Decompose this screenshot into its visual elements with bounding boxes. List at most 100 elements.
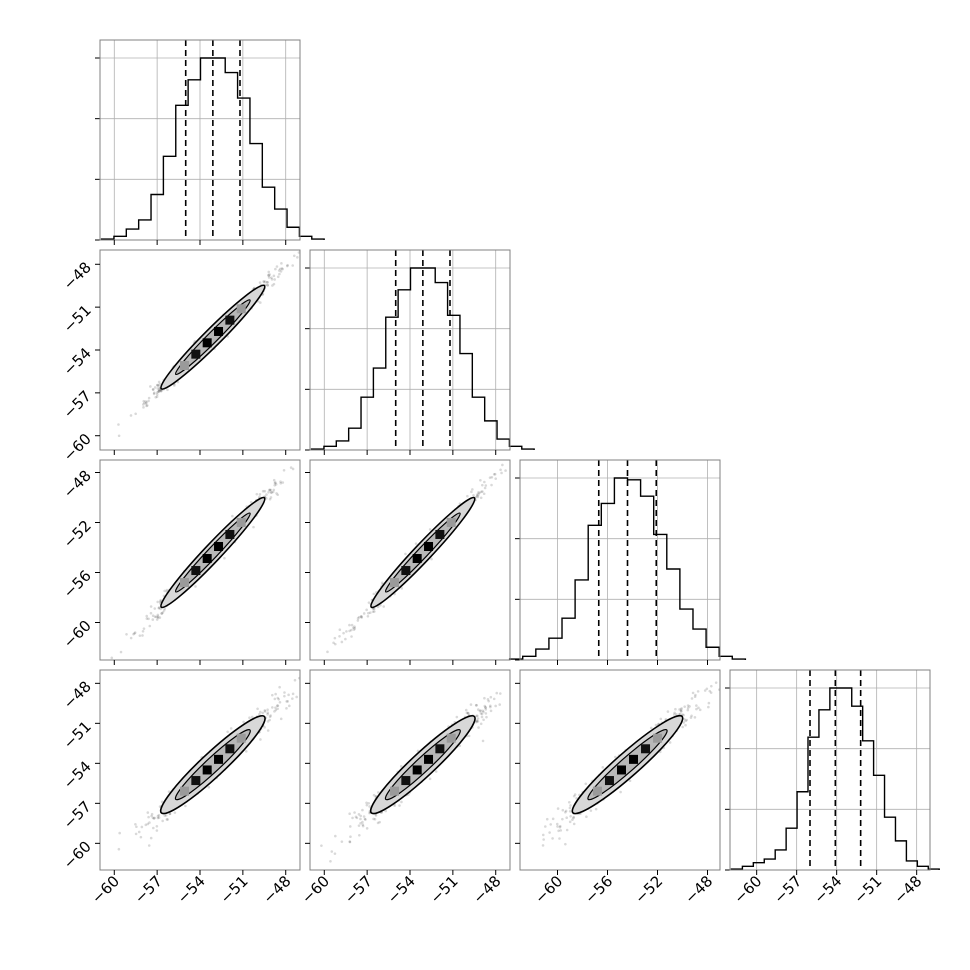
scatter-point <box>157 813 161 817</box>
scatter-point <box>400 587 404 590</box>
density-cell <box>202 765 212 775</box>
density-cell <box>214 326 224 336</box>
histogram-step <box>310 267 535 450</box>
scatter-point <box>372 817 375 821</box>
histogram-step <box>730 687 940 870</box>
y-tick-label: −52 <box>60 517 95 552</box>
x-tick-label: −54 <box>810 872 845 907</box>
x-tick-label: −54 <box>384 872 419 907</box>
x-tick-label: −60 <box>88 872 123 907</box>
scatter-point <box>365 827 369 830</box>
scatter-point <box>276 275 280 279</box>
scatter-area <box>117 676 300 851</box>
scatter-point <box>158 616 162 619</box>
scatter-point <box>258 710 262 714</box>
scatter-point <box>147 815 150 819</box>
scatter-point <box>156 615 160 618</box>
scatter-point <box>272 274 276 278</box>
scatter-point <box>480 715 484 719</box>
scatter-point <box>490 475 494 479</box>
scatter-point <box>689 716 693 719</box>
scatter-point <box>117 423 120 426</box>
scatter-point <box>301 464 304 467</box>
scatter-point <box>280 267 284 270</box>
scatter-point <box>269 714 272 717</box>
scatter-point <box>275 492 278 495</box>
scatter-point <box>117 847 121 851</box>
scatter-point <box>384 809 388 813</box>
scatter-point <box>156 387 160 390</box>
scatter-panel: −60 −56 −52 −48 <box>60 459 304 665</box>
scatter-point <box>628 779 632 783</box>
scatter-point <box>163 589 166 593</box>
scatter-point <box>270 276 273 279</box>
scatter-point <box>267 270 271 274</box>
scatter-point <box>338 634 341 638</box>
scatter-point <box>307 251 310 254</box>
scatter-point <box>371 610 375 613</box>
scatter-point <box>297 251 300 254</box>
scatter-point <box>156 383 160 387</box>
scatter-point <box>267 490 270 494</box>
scatter-point <box>291 264 295 267</box>
scatter-point <box>683 717 686 721</box>
density-cell <box>389 786 399 796</box>
scatter-point <box>296 256 299 259</box>
scatter-point <box>291 692 295 696</box>
scatter-area <box>100 247 310 449</box>
y-tick-label: −51 <box>60 717 95 752</box>
scatter-point <box>467 734 471 738</box>
scatter-point <box>483 704 487 708</box>
scatter-point <box>565 816 568 820</box>
scatter-point <box>478 491 481 495</box>
scatter-point <box>362 815 366 818</box>
scatter-point <box>279 717 283 721</box>
scatter-point <box>695 707 698 711</box>
scatter-point <box>272 478 276 482</box>
scatter-point <box>146 822 150 826</box>
x-tick-label: −57 <box>341 872 376 907</box>
scatter-point <box>285 264 289 268</box>
scatter-point <box>572 794 576 798</box>
scatter-point <box>270 491 273 495</box>
scatter-point <box>258 492 262 496</box>
scatter-point <box>353 811 356 814</box>
density-cell <box>446 733 456 743</box>
scatter-point <box>163 814 167 817</box>
scatter-point <box>356 617 360 620</box>
scatter-point <box>479 496 483 500</box>
scatter-point <box>268 715 272 719</box>
density-cell <box>412 765 422 775</box>
scatter-point <box>707 701 711 705</box>
scatter-point <box>476 714 479 718</box>
y-tick-label: −56 <box>60 567 95 602</box>
scatter-point <box>147 396 151 400</box>
scatter-point <box>541 844 545 847</box>
scatter-point <box>493 472 497 476</box>
density-cell <box>424 754 434 764</box>
scatter-point <box>250 715 254 719</box>
scatter-point <box>268 488 272 492</box>
scatter-point <box>223 556 226 560</box>
scatter-point <box>160 800 164 804</box>
scatter-point <box>470 490 473 494</box>
scatter-point <box>163 607 167 610</box>
scatter-point <box>476 495 480 499</box>
x-tick-label: −60 <box>730 872 765 907</box>
scatter-point <box>157 606 161 610</box>
scatter-point <box>707 705 710 709</box>
scatter-point <box>263 726 266 729</box>
scatter-point <box>165 588 169 592</box>
scatter-point <box>270 490 273 494</box>
scatter-point <box>414 542 418 545</box>
scatter-point <box>499 468 502 472</box>
scatter-point <box>291 697 294 700</box>
scatter-point <box>484 706 487 710</box>
scatter-point <box>340 840 344 843</box>
scatter-point <box>367 611 370 615</box>
scatter-point <box>119 650 123 654</box>
scatter-point <box>302 247 305 250</box>
scatter-point <box>320 844 323 847</box>
scatter-panel: −60 −56 −52 −48 <box>515 669 721 907</box>
scatter-point <box>504 469 507 472</box>
